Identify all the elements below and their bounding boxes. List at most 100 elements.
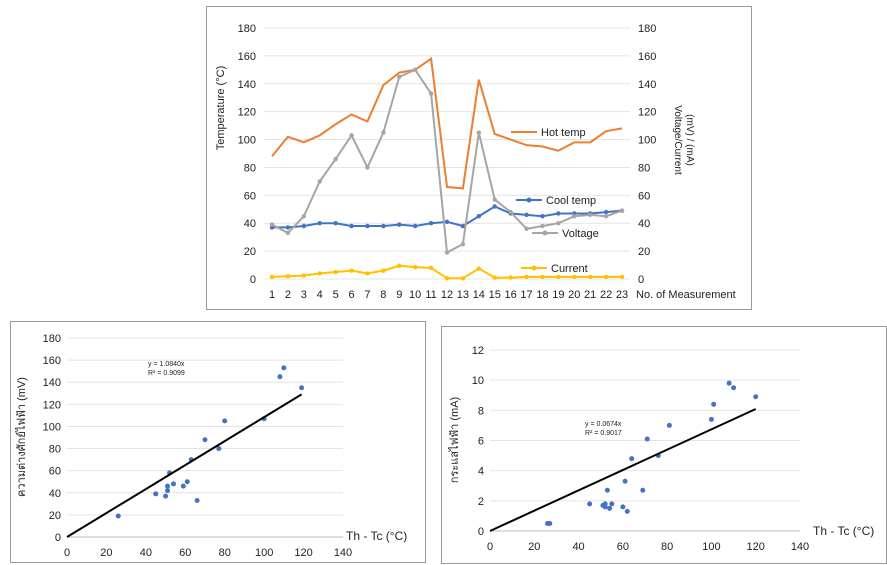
x-axis-label: Th - Tc (°C)	[813, 524, 874, 538]
x-tick-label: 22	[600, 289, 612, 301]
series-line-hot-temp	[271, 56, 623, 190]
x-tick-label: 2	[285, 289, 291, 301]
trendline	[66, 393, 303, 538]
x-tick-label: 80	[661, 541, 673, 553]
y-tick-label: 12	[472, 345, 484, 357]
y-tick-label: 160	[43, 355, 61, 367]
x-tick-label: 9	[396, 289, 402, 301]
series-point	[460, 241, 466, 247]
y-right-tick-label: 20	[638, 246, 650, 258]
x-tick-label: 11	[425, 289, 436, 301]
x-tick-label: 80	[219, 547, 231, 559]
y-left-tick-label: 160	[238, 51, 256, 63]
series-point	[524, 226, 529, 231]
series-point	[476, 214, 482, 219]
y-axis-label: กระแสไฟฟ้า (mA)	[448, 397, 461, 483]
series-point	[412, 67, 418, 73]
y-left-tick-label: 0	[250, 274, 256, 286]
y-tick-label: 10	[472, 375, 484, 387]
scatter-point	[222, 418, 228, 424]
y-tick-label: 40	[49, 488, 61, 500]
x-tick-label: 120	[294, 547, 312, 559]
series-point	[508, 209, 513, 215]
series-point	[587, 274, 593, 280]
scatter-point	[666, 422, 672, 428]
scatter-point	[629, 456, 635, 462]
series-point	[460, 276, 466, 281]
series-line-voltage	[271, 68, 623, 255]
series-point	[460, 223, 466, 229]
series-point	[397, 263, 402, 268]
y-tick-label: 0	[55, 532, 61, 544]
y-tick-label: 0	[478, 526, 484, 538]
y-axis-label: ความต่างศักย์ไฟฟ้า (mV)	[15, 377, 28, 497]
scatter-point	[216, 446, 222, 452]
series-line-cool-temp	[272, 205, 623, 229]
series-point	[572, 274, 577, 280]
y-left-tick-label: 60	[244, 190, 256, 202]
scatter-point	[602, 501, 608, 507]
series-point	[285, 225, 291, 230]
y-right-tick-label: 40	[638, 218, 650, 230]
y-right-tick-label: 180	[638, 23, 656, 35]
series-point	[269, 222, 275, 227]
y-left-tick-label: 80	[244, 162, 256, 174]
y-tick-label: 60	[49, 466, 61, 478]
series-point	[365, 165, 370, 170]
x-tick-label: 7	[364, 289, 370, 301]
scatter-point	[547, 520, 553, 526]
series-point	[412, 223, 418, 229]
series-point	[476, 130, 482, 135]
series-point	[301, 214, 307, 219]
y-tick-label: 2	[478, 496, 484, 508]
scatter-point	[277, 374, 283, 380]
scatter-point	[624, 508, 630, 514]
series-point	[524, 212, 529, 218]
x-tick-label: 100	[255, 547, 273, 559]
series-point	[603, 274, 609, 280]
series-point	[317, 179, 322, 184]
y-tick-label: 120	[43, 399, 61, 411]
y-tick-label: 180	[43, 333, 61, 345]
series-point	[476, 266, 482, 271]
scatter-point	[622, 478, 628, 484]
series-point	[428, 265, 434, 271]
series-point	[317, 271, 322, 276]
x-tick-label: 0	[64, 547, 70, 559]
x-tick-label: 120	[747, 541, 765, 553]
x-tick-label: 4	[317, 289, 323, 301]
series-point	[492, 204, 497, 209]
trend-equation: y = 1.0840x	[148, 361, 185, 368]
y-tick-label: 6	[478, 436, 484, 448]
series-point	[301, 223, 307, 229]
scatter-point	[607, 505, 613, 511]
legend-label: Hot temp	[541, 127, 586, 139]
legend-label: Current	[551, 263, 588, 275]
y-right-tick-label: 120	[638, 107, 656, 119]
series-point	[492, 197, 497, 202]
y-right-tick-label: 160	[638, 51, 656, 63]
series-point	[540, 223, 545, 229]
y-tick-label: 4	[478, 466, 484, 478]
x-tick-label: 15	[489, 289, 501, 301]
scatter-point	[165, 488, 171, 494]
x-tick-label: 23	[616, 289, 628, 301]
x-tick-label: 60	[179, 547, 191, 559]
y-left-tick-label: 180	[238, 23, 256, 35]
scatter-point	[153, 491, 159, 497]
series-point	[333, 221, 338, 226]
y-right-tick-label: 80	[638, 162, 650, 174]
legend-marker	[531, 265, 537, 271]
scatter-point	[604, 487, 610, 493]
series-point	[381, 223, 386, 229]
x-tick-label: 40	[572, 541, 584, 553]
y-tick-label: 20	[49, 510, 61, 522]
scatter-point	[115, 513, 121, 519]
series-point	[508, 275, 513, 280]
scatter-point	[184, 479, 190, 485]
legend-marker	[526, 197, 532, 203]
trendline	[489, 408, 757, 532]
series-point	[556, 211, 561, 216]
series-point	[540, 214, 545, 219]
